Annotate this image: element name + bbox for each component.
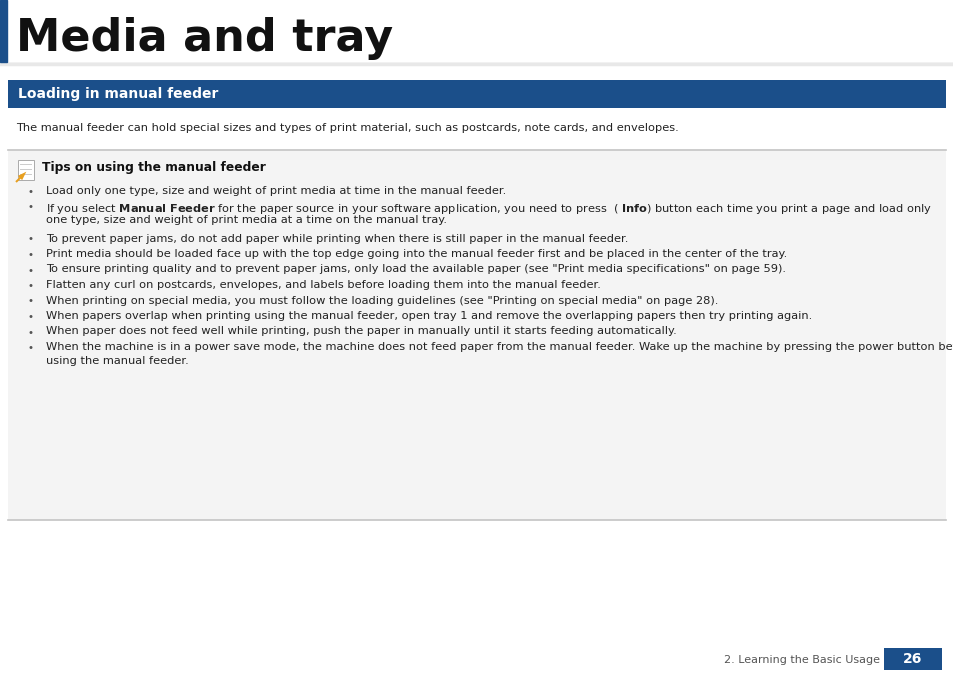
Text: If you select $\bf{Manual\ Feeder}$ for the paper source in your software applic: If you select $\bf{Manual\ Feeder}$ for …	[46, 202, 931, 215]
Text: •: •	[28, 327, 34, 338]
Bar	[0, 0, 7, 62]
Text: To ensure printing quality and to prevent paper jams, only load the available pa: To ensure printing quality and to preven…	[46, 265, 785, 275]
Text: 26: 26	[902, 652, 922, 666]
Bar	[8, 150, 945, 520]
FancyArrow shape	[15, 171, 27, 183]
Text: When paper does not feed well while printing, push the paper in manually until i: When paper does not feed well while prin…	[46, 327, 676, 337]
Text: one type, size and weight of print media at a time on the manual tray.: one type, size and weight of print media…	[46, 215, 447, 225]
Bar	[8, 80, 945, 108]
Text: When the machine is in a power save mode, the machine does not feed paper from t: When the machine is in a power save mode…	[46, 342, 953, 352]
Text: Load only one type, size and weight of print media at time in the manual feeder.: Load only one type, size and weight of p…	[46, 186, 506, 196]
Text: •: •	[28, 187, 34, 197]
Text: •: •	[28, 250, 34, 260]
Text: •: •	[28, 234, 34, 244]
Text: Tips on using the manual feeder: Tips on using the manual feeder	[42, 161, 266, 175]
Text: •: •	[28, 202, 34, 213]
Text: Loading in manual feeder: Loading in manual feeder	[18, 87, 218, 101]
Bar	[883, 648, 941, 670]
Text: Media and tray: Media and tray	[16, 16, 393, 59]
Text: Flatten any curl on postcards, envelopes, and labels before loading them into th: Flatten any curl on postcards, envelopes…	[46, 280, 600, 290]
Text: •: •	[28, 265, 34, 275]
Text: To prevent paper jams, do not add paper while printing when there is still paper: To prevent paper jams, do not add paper …	[46, 234, 628, 244]
Text: 2. Learning the Basic Usage: 2. Learning the Basic Usage	[723, 655, 879, 665]
Text: When printing on special media, you must follow the loading guidelines (see "Pri: When printing on special media, you must…	[46, 296, 718, 306]
Text: •: •	[28, 343, 34, 353]
Text: Print media should be loaded face up with the top edge going into the manual fee: Print media should be loaded face up wit…	[46, 249, 786, 259]
Text: using the manual feeder.: using the manual feeder.	[46, 356, 189, 365]
Text: The manual feeder can hold special sizes and types of print material, such as po: The manual feeder can hold special sizes…	[16, 123, 678, 133]
Text: When papers overlap when printing using the manual feeder, open tray 1 and remov: When papers overlap when printing using …	[46, 311, 811, 321]
Text: •: •	[28, 312, 34, 322]
Text: •: •	[28, 296, 34, 306]
Text: •: •	[28, 281, 34, 291]
Bar	[18, 160, 34, 180]
